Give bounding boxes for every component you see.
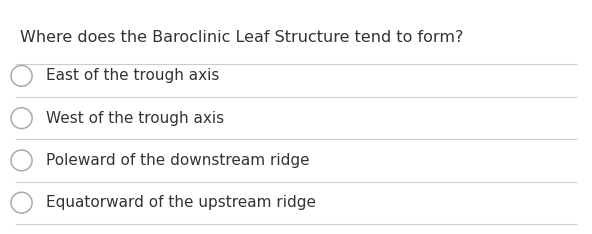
- Text: West of the trough axis: West of the trough axis: [46, 111, 224, 126]
- Text: Where does the Baroclinic Leaf Structure tend to form?: Where does the Baroclinic Leaf Structure…: [20, 30, 464, 45]
- Text: Poleward of the downstream ridge: Poleward of the downstream ridge: [46, 153, 310, 168]
- Text: Equatorward of the upstream ridge: Equatorward of the upstream ridge: [46, 195, 316, 210]
- Text: East of the trough axis: East of the trough axis: [46, 68, 220, 83]
